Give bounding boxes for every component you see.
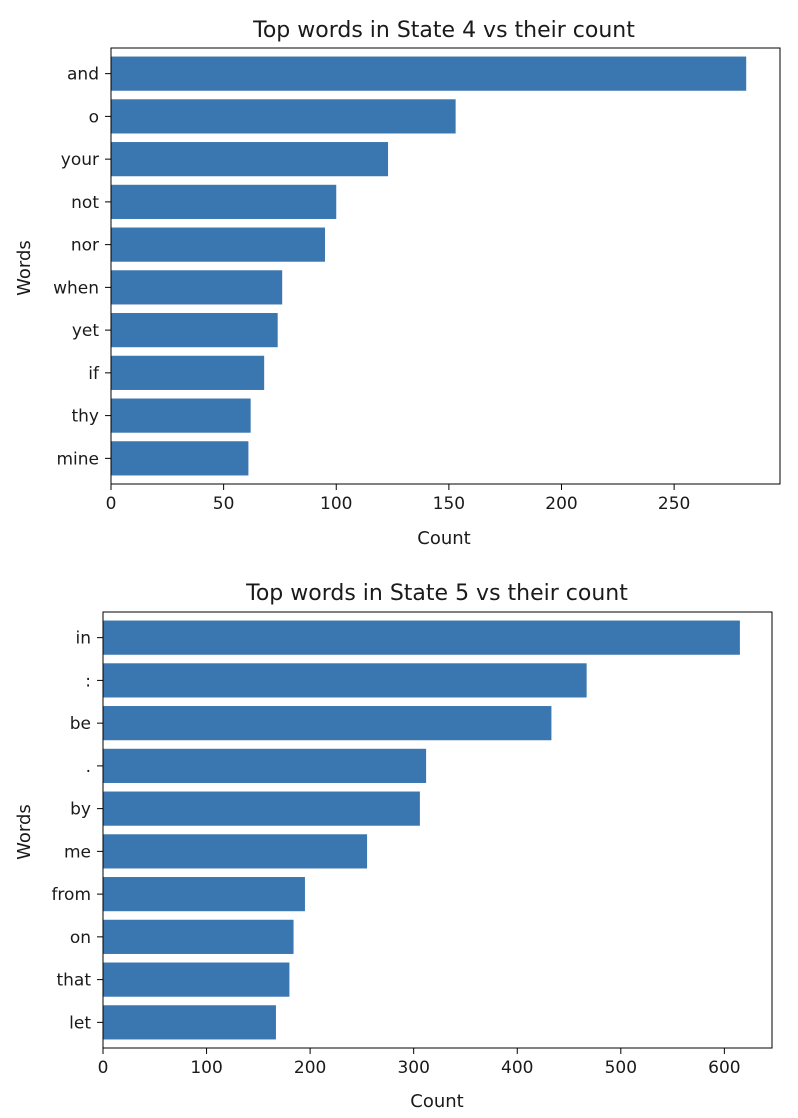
y-tick-label: thy bbox=[71, 407, 99, 427]
bar-me bbox=[103, 834, 368, 869]
y-tick-label: : bbox=[85, 671, 91, 691]
y-tick-label: when bbox=[53, 278, 99, 298]
bar-that bbox=[103, 962, 290, 997]
y-axis-label: Words bbox=[14, 804, 35, 860]
y-axis-label: Words bbox=[14, 240, 35, 296]
bar-not bbox=[111, 184, 337, 219]
y-tick-label: not bbox=[71, 193, 99, 213]
bar-and bbox=[111, 56, 747, 91]
bar-by bbox=[103, 791, 420, 826]
y-tick-label: by bbox=[70, 800, 91, 820]
y-tick-label: nor bbox=[71, 236, 99, 256]
plot-frame bbox=[110, 47, 781, 485]
bar-your bbox=[111, 142, 389, 177]
bar-if bbox=[111, 355, 265, 390]
chart-title: Top words in State 4 vs their count bbox=[252, 18, 635, 43]
bars bbox=[103, 620, 740, 1040]
chart-state-4: Top words in State 4 vs their count Coun… bbox=[14, 18, 781, 549]
y-tick-label: your bbox=[61, 150, 99, 170]
bars bbox=[111, 56, 747, 476]
x-tick-label: 50 bbox=[213, 494, 235, 514]
y-tick-label: me bbox=[64, 842, 91, 862]
bar-nor bbox=[111, 227, 325, 262]
x-axis-label: Count bbox=[417, 528, 470, 549]
bar-be bbox=[103, 706, 552, 741]
bar-. bbox=[103, 748, 427, 783]
plot-frame bbox=[102, 611, 773, 1049]
bar-thy bbox=[111, 398, 251, 433]
y-tick-label: . bbox=[86, 757, 91, 777]
y-tick-label: let bbox=[69, 1013, 91, 1033]
x-tick-label: 400 bbox=[501, 1058, 533, 1078]
bar-mine bbox=[111, 441, 249, 476]
bar-in bbox=[103, 620, 740, 655]
y-tick-label: on bbox=[70, 928, 91, 948]
y-ticks: in: be. by me from on that let bbox=[51, 629, 103, 1033]
x-tick-label: 250 bbox=[658, 494, 690, 514]
y-tick-label: o bbox=[89, 107, 99, 127]
x-tick-label: 0 bbox=[106, 494, 117, 514]
y-tick-label: that bbox=[56, 971, 91, 991]
y-tick-label: be bbox=[70, 714, 91, 734]
x-tick-label: 200 bbox=[294, 1058, 326, 1078]
y-tick-label: in bbox=[76, 629, 92, 649]
chart-title: Top words in State 5 vs their count bbox=[245, 581, 628, 606]
x-tick-label: 600 bbox=[708, 1058, 740, 1078]
y-tick-label: mine bbox=[56, 449, 99, 469]
x-tick-label: 300 bbox=[397, 1058, 429, 1078]
bar-let bbox=[103, 1005, 276, 1040]
x-tick-label: 100 bbox=[320, 494, 352, 514]
x-axis-label: Count bbox=[410, 1091, 463, 1112]
bar-from bbox=[103, 877, 305, 912]
x-tick-label: 0 bbox=[98, 1058, 109, 1078]
x-tick-label: 150 bbox=[433, 494, 465, 514]
y-tick-label: and bbox=[67, 65, 99, 85]
y-ticks: and o your not nor when yet if thy mine bbox=[53, 65, 111, 469]
chart-state-5: Top words in State 5 vs their count Coun… bbox=[14, 581, 773, 1112]
bar-: bbox=[103, 663, 587, 698]
bar-o bbox=[111, 99, 456, 134]
x-tick-label: 200 bbox=[545, 494, 577, 514]
bar-on bbox=[103, 919, 294, 954]
x-tick-label: 500 bbox=[605, 1058, 637, 1078]
x-tick-label: 100 bbox=[190, 1058, 222, 1078]
y-tick-label: if bbox=[88, 364, 100, 384]
bar-when bbox=[111, 270, 283, 305]
x-ticks: 0 100 200 300 400 500 600 bbox=[98, 1048, 741, 1078]
y-tick-label: from bbox=[51, 885, 91, 905]
x-ticks: 0 50 100 150 200 250 bbox=[106, 484, 690, 514]
bar-yet bbox=[111, 313, 278, 348]
y-tick-label: yet bbox=[72, 321, 100, 341]
